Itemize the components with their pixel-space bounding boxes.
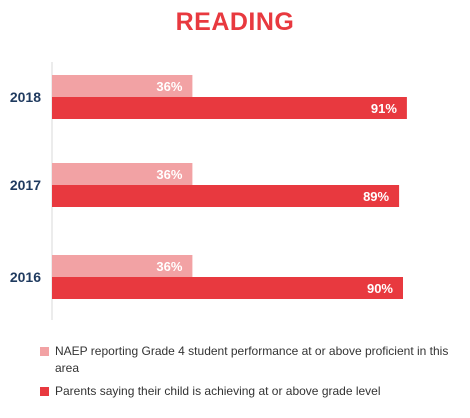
bar-series2-2016 [52, 277, 403, 299]
bar-series2-2017 [52, 185, 400, 207]
legend-item-parents: Parents saying their child is achieving … [40, 383, 465, 400]
data-label-series1-2017: 36% [156, 167, 182, 182]
legend: NAEP reporting Grade 4 student performan… [40, 343, 465, 406]
legend-label-parents: Parents saying their child is achieving … [55, 384, 381, 398]
category-label-2018: 2018 [10, 89, 41, 105]
legend-label-naep: NAEP reporting Grade 4 student performan… [55, 344, 449, 375]
bar-series1-2017 [52, 163, 193, 185]
legend-swatch-parents [40, 387, 49, 396]
data-label-series2-2017: 89% [363, 189, 389, 204]
category-label-2016: 2016 [10, 269, 41, 285]
data-label-series1-2018: 36% [156, 79, 182, 94]
legend-item-naep: NAEP reporting Grade 4 student performan… [40, 343, 465, 377]
bar-series1-2016 [52, 255, 193, 277]
bar-series2-2018 [52, 97, 407, 119]
data-label-series2-2016: 90% [367, 281, 393, 296]
data-label-series1-2016: 36% [156, 259, 182, 274]
category-label-2017: 2017 [10, 177, 41, 193]
bar-chart: 2018 36% 91% 2017 36% 89% 2016 36% 90% [10, 62, 407, 320]
data-label-series2-2018: 91% [371, 101, 397, 116]
chart-title: READING [175, 8, 295, 36]
bar-series1-2018 [52, 75, 193, 97]
legend-swatch-naep [40, 347, 49, 356]
